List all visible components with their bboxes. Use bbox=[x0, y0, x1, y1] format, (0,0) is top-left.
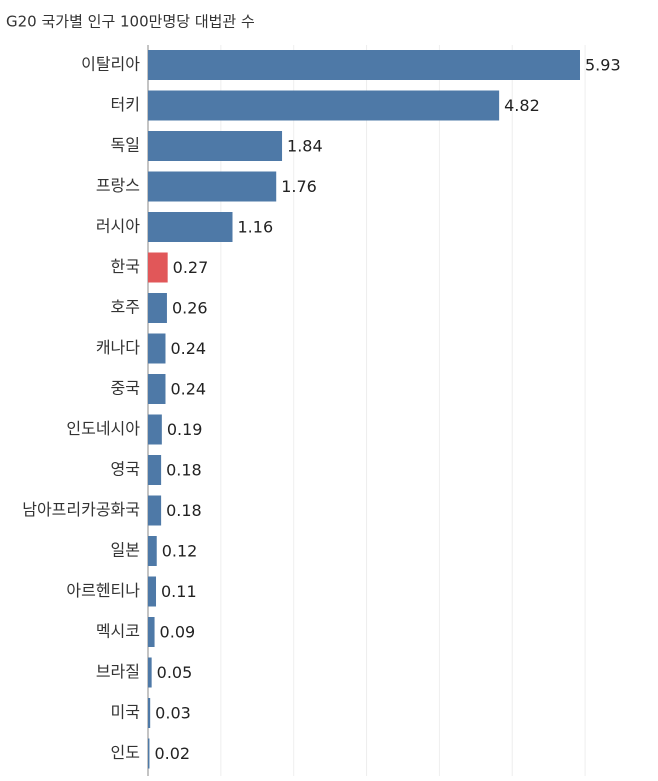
value-label: 0.12 bbox=[162, 542, 198, 561]
category-label: 프랑스 bbox=[96, 176, 140, 195]
bar bbox=[148, 50, 581, 80]
bar bbox=[148, 414, 162, 445]
value-label: 0.02 bbox=[154, 744, 190, 763]
value-label: 0.24 bbox=[170, 339, 206, 358]
value-label: 0.11 bbox=[161, 582, 197, 601]
value-label: 1.84 bbox=[287, 137, 323, 156]
bar bbox=[148, 657, 152, 688]
value-label: 5.93 bbox=[585, 56, 621, 75]
value-label: 0.27 bbox=[173, 258, 209, 277]
category-label: 인도 bbox=[111, 743, 140, 762]
bar bbox=[148, 576, 157, 607]
value-label: 0.24 bbox=[170, 380, 206, 399]
bar bbox=[148, 374, 166, 404]
bar bbox=[148, 536, 157, 566]
category-label: 아르헨티나 bbox=[66, 581, 140, 600]
category-label: 남아프리카공화국 bbox=[22, 500, 140, 519]
bar bbox=[148, 252, 168, 283]
category-label: 중국 bbox=[111, 379, 140, 398]
value-label: 0.18 bbox=[166, 461, 202, 480]
category-label: 터키 bbox=[111, 95, 140, 114]
chart-title: G20 국가별 인구 100만명당 대법관 수 bbox=[6, 13, 255, 31]
value-label: 4.82 bbox=[504, 96, 540, 115]
value-label: 0.26 bbox=[172, 299, 208, 318]
category-label: 이탈리아 bbox=[81, 55, 140, 74]
bar bbox=[148, 455, 162, 485]
category-label: 독일 bbox=[111, 136, 140, 155]
value-label: 0.19 bbox=[167, 420, 203, 439]
bar bbox=[148, 293, 167, 323]
value-label: 0.03 bbox=[155, 704, 191, 723]
category-label: 러시아 bbox=[96, 217, 140, 236]
category-label: 인도네시아 bbox=[66, 419, 140, 438]
bar bbox=[148, 171, 277, 202]
category-label: 캐나다 bbox=[96, 338, 140, 357]
value-label: 0.09 bbox=[160, 623, 196, 642]
value-label: 1.16 bbox=[238, 218, 274, 237]
category-label: 일본 bbox=[111, 541, 140, 560]
bar bbox=[148, 333, 166, 364]
bar bbox=[148, 131, 283, 161]
bar bbox=[148, 698, 151, 728]
value-label: 0.05 bbox=[157, 663, 193, 682]
category-label: 미국 bbox=[111, 703, 140, 722]
bar bbox=[148, 617, 155, 647]
category-label: 호주 bbox=[111, 298, 140, 317]
value-label: 1.76 bbox=[281, 177, 317, 196]
category-label: 영국 bbox=[111, 460, 140, 479]
value-label: 0.18 bbox=[166, 501, 202, 520]
bar bbox=[148, 90, 500, 121]
category-label: 브라질 bbox=[96, 662, 140, 681]
category-label: 멕시코 bbox=[96, 622, 140, 641]
bar bbox=[148, 495, 162, 526]
category-label: 한국 bbox=[111, 257, 140, 276]
bar bbox=[148, 738, 150, 769]
bar bbox=[148, 212, 233, 242]
